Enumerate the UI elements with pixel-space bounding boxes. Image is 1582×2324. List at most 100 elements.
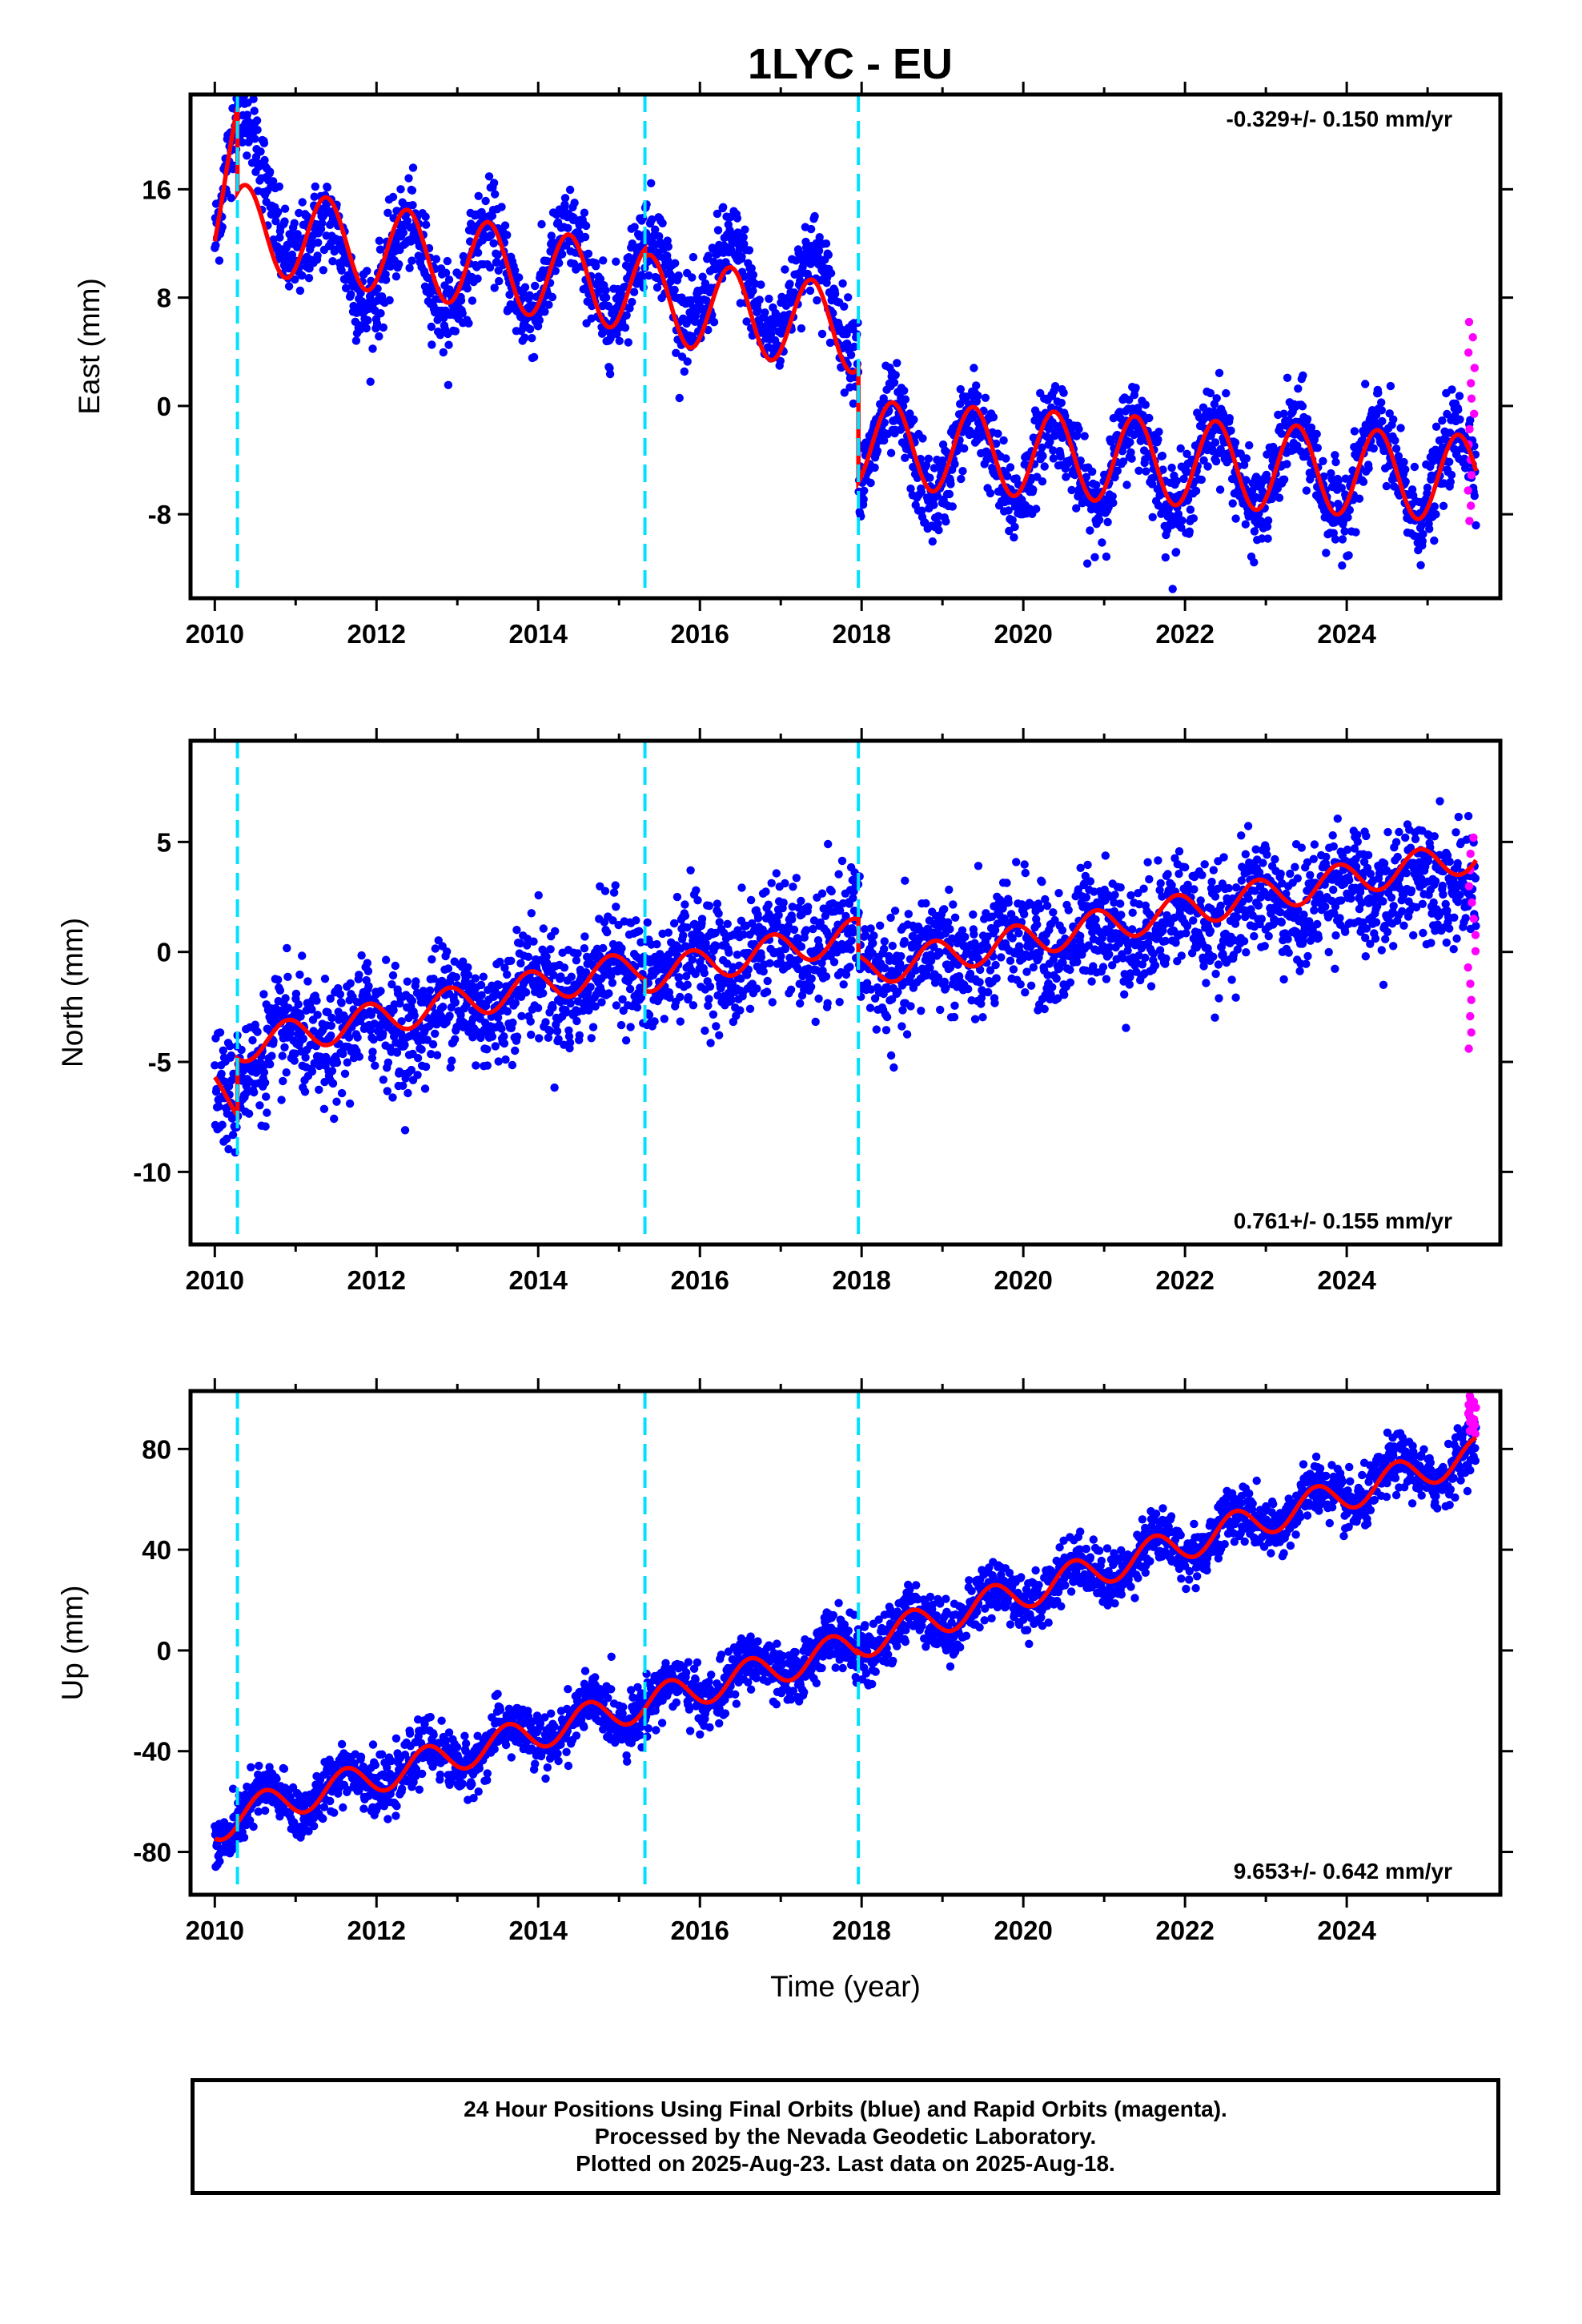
north-final-point	[561, 1008, 571, 1017]
east-final-point	[946, 480, 955, 489]
north-final-point	[603, 927, 612, 937]
east-final-point	[880, 418, 889, 427]
east-rapid-point	[1467, 501, 1476, 510]
east-final-point	[441, 268, 451, 277]
north-final-point	[721, 979, 730, 987]
east-final-point	[381, 275, 391, 284]
north-final-point	[541, 1018, 550, 1027]
north-final-point	[278, 1051, 287, 1060]
north-final-point	[544, 1033, 553, 1043]
north-final-point	[821, 911, 830, 921]
north-final-point	[597, 998, 606, 1007]
east-final-point	[1002, 454, 1010, 463]
east-final-point	[444, 340, 453, 349]
north-final-point	[847, 936, 856, 945]
east-final-point	[1298, 402, 1307, 411]
north-final-point	[632, 916, 640, 925]
north-final-point	[1006, 956, 1015, 965]
north-final-point	[846, 945, 855, 954]
east-final-point	[1125, 396, 1134, 404]
north-final-point	[1016, 980, 1025, 989]
north-final-point	[1120, 990, 1129, 999]
east-rapid-point	[1467, 394, 1476, 403]
north-final-point	[940, 905, 949, 914]
north-final-point	[839, 980, 848, 989]
north-final-point	[1082, 893, 1091, 902]
north-final-point	[779, 899, 788, 907]
east-final-point	[745, 246, 754, 255]
east-final-point	[531, 281, 540, 291]
north-final-point	[712, 1022, 721, 1031]
north-final-point	[295, 970, 304, 979]
east-final-point	[495, 276, 504, 286]
east-final-point	[683, 357, 692, 366]
east-final-point	[1212, 394, 1221, 403]
east-final-point	[1108, 492, 1117, 501]
north-final-point	[274, 975, 283, 984]
north-final-point	[765, 959, 774, 968]
east-final-point	[1470, 492, 1480, 501]
east-final-point	[928, 537, 938, 546]
east-final-point	[826, 269, 836, 278]
north-final-point	[452, 973, 461, 982]
east-final-point	[1334, 476, 1343, 485]
east-final-point	[1423, 483, 1432, 493]
east-final-point	[1126, 438, 1134, 447]
east-final-point	[481, 196, 490, 206]
east-final-point	[1431, 422, 1441, 431]
north-final-point	[693, 896, 702, 905]
east-final-point	[1211, 438, 1220, 447]
north-final-point	[388, 971, 398, 980]
east-final-point	[849, 342, 859, 352]
north-final-point	[949, 900, 958, 909]
east-final-point	[859, 495, 868, 504]
east-final-point	[674, 271, 683, 280]
north-final-point	[451, 998, 460, 1007]
east-final-point	[464, 319, 473, 328]
north-final-point	[814, 994, 823, 1003]
east-final-point	[989, 412, 998, 422]
north-final-point	[227, 1051, 235, 1060]
north-final-point	[215, 1102, 223, 1111]
north-final-point	[921, 899, 930, 908]
east-final-point	[1410, 462, 1419, 472]
east-final-point	[1258, 534, 1267, 543]
north-final-point	[841, 911, 850, 921]
north-final-point	[217, 1069, 226, 1079]
north-final-point	[777, 951, 785, 961]
east-final-point	[363, 316, 372, 325]
north-final-point	[1026, 981, 1036, 991]
east-final-point	[1142, 467, 1150, 476]
north-final-point	[521, 988, 531, 997]
east-final-point	[713, 226, 723, 235]
east-final-point	[675, 393, 684, 403]
north-final-point	[400, 1126, 410, 1135]
east-final-point	[1010, 533, 1018, 542]
east-final-point	[1340, 527, 1349, 536]
east-rapid-point	[1464, 348, 1473, 357]
east-final-point	[408, 256, 416, 265]
east-final-point	[1299, 371, 1307, 380]
east-final-point	[490, 283, 499, 292]
east-final-point	[404, 174, 413, 183]
east-final-point	[1103, 517, 1112, 527]
north-final-point	[836, 906, 845, 915]
east-final-point	[1072, 504, 1081, 513]
east-final-point	[249, 94, 258, 103]
north-final-point	[1048, 983, 1057, 992]
east-y-tick-label: -8	[148, 500, 171, 529]
north-final-point	[733, 951, 742, 959]
east-final-point	[1391, 444, 1401, 453]
east-final-point	[295, 208, 303, 218]
north-final-point	[1083, 860, 1092, 870]
north-final-point	[444, 964, 453, 973]
east-final-point	[962, 392, 971, 401]
east-final-point	[689, 252, 698, 262]
north-final-point	[587, 1034, 596, 1043]
east-final-point	[243, 111, 251, 119]
east-final-point	[628, 297, 636, 307]
east-final-point	[1319, 456, 1327, 465]
east-final-point	[408, 201, 417, 210]
east-final-point	[749, 271, 758, 279]
north-final-point	[397, 1017, 406, 1026]
